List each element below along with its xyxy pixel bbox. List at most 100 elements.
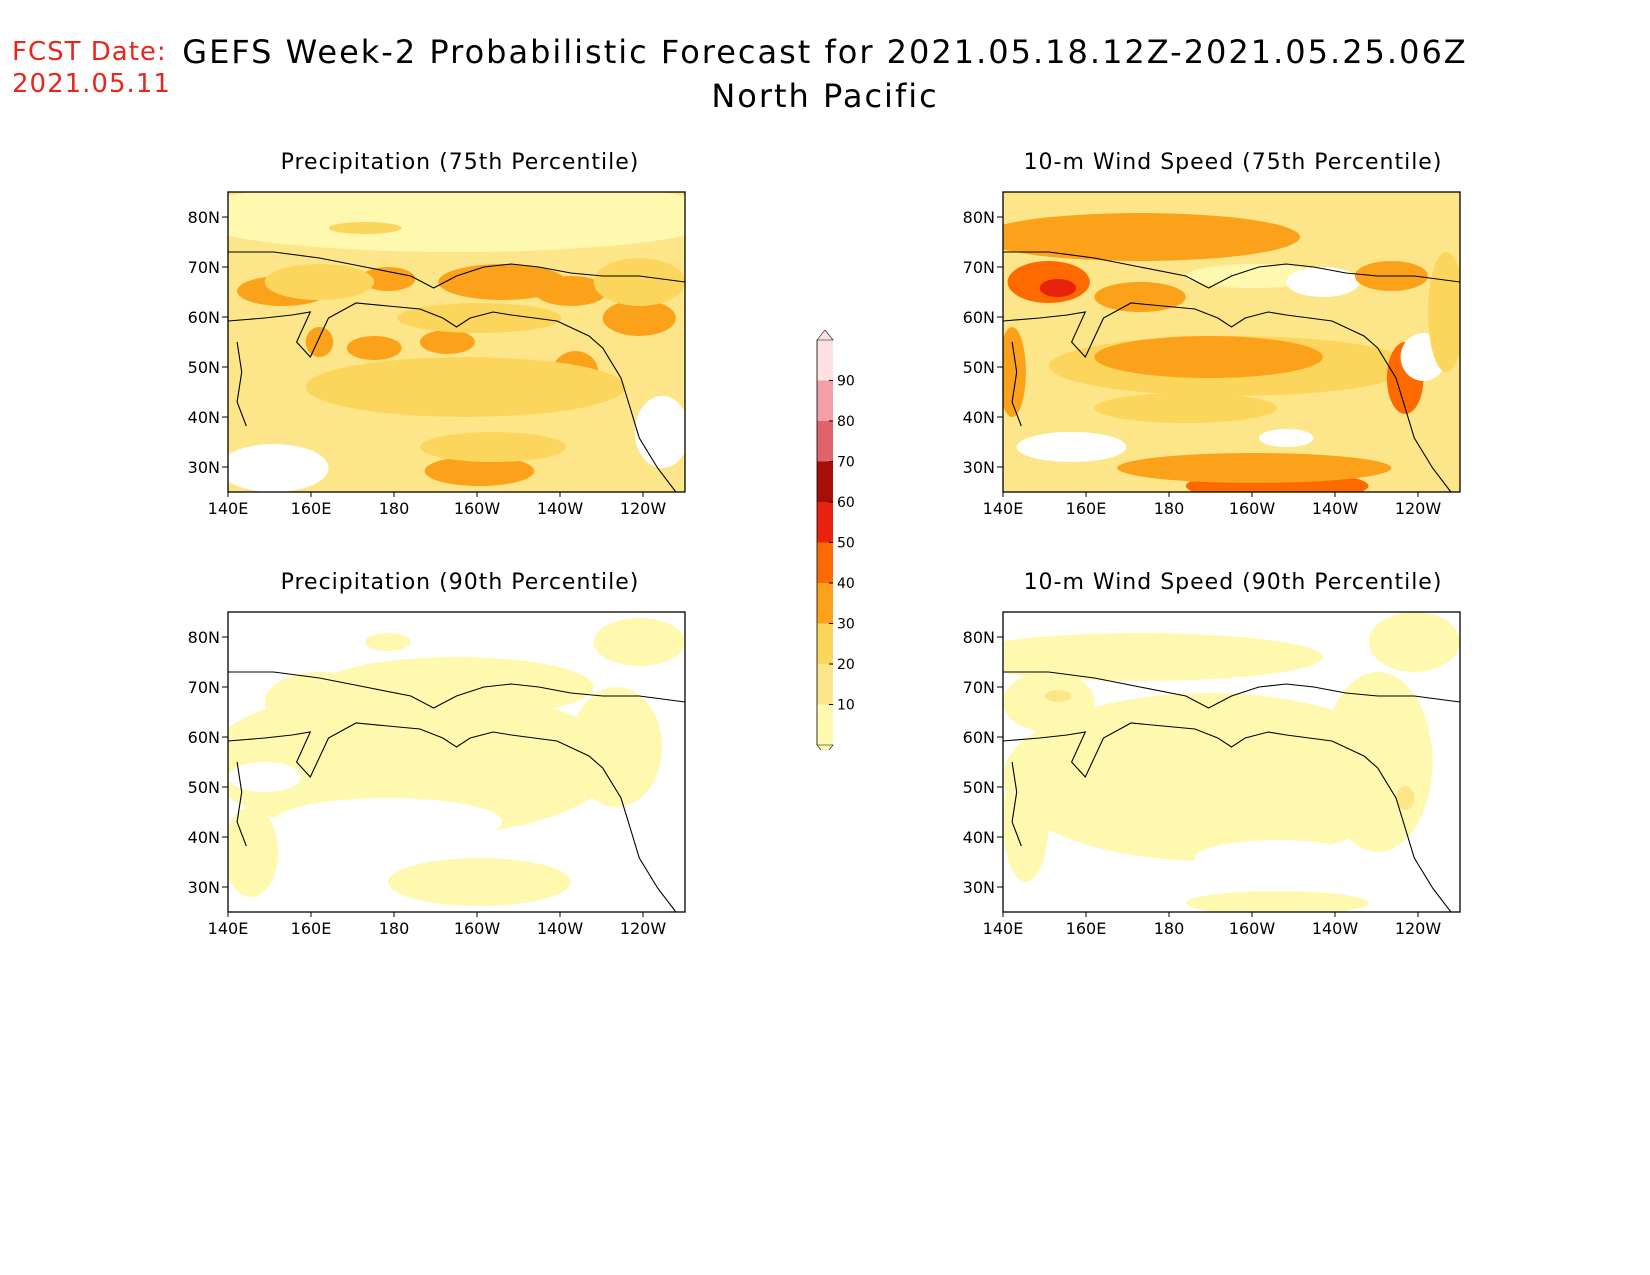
precip75-contour-region	[305, 327, 334, 357]
panel-title-precip75: Precipitation (75th Percentile)	[280, 150, 640, 175]
wind75-lon-tick-label: 140W	[1312, 499, 1359, 518]
precip90-lon-tick-label: 120W	[620, 919, 667, 938]
wind90-contour-region	[1414, 858, 1460, 906]
wind90-contour-region	[1322, 672, 1433, 852]
wind75-contour-region	[1094, 282, 1186, 312]
precip75-lon-tick-label: 120W	[620, 499, 667, 518]
colorbar-level-label: 90	[837, 374, 855, 390]
wind75-lon-tick-label: 140E	[983, 499, 1024, 518]
wind75-coastline	[1003, 302, 1452, 492]
precip90-lat-tick-label: 70N	[188, 678, 220, 697]
map-wind75: 80N 70N 60N 50N 40N 30N 140E 160E 180 160W 140W 120…	[935, 190, 1465, 522]
wind90-lat-tick-label: 30N	[963, 878, 995, 897]
colorbar-segment	[817, 340, 833, 381]
precip90-lat-tick-label: 30N	[188, 878, 220, 897]
precip75-contour-region	[593, 258, 685, 306]
wind90-lat-tick-label: 60N	[963, 728, 995, 747]
wind75-lat-tick-label: 50N	[963, 358, 995, 377]
precip75-contour-region	[305, 357, 626, 417]
forecast-date-label: FCST Date: 2021.05.11	[12, 36, 171, 100]
precip75-lat-tick-label: 30N	[188, 458, 220, 477]
colorbar-segment	[817, 583, 833, 624]
precip90-lon-tick-label: 160E	[291, 919, 332, 938]
wind75-lat-tick-label: 40N	[963, 408, 995, 427]
title-line-1: GEFS Week-2 Probabilistic Forecast for 2…	[182, 33, 1468, 71]
colorbar: 10 20 30 40 50 60 70 80 90	[805, 329, 865, 756]
precip90-map-svg: 80N 70N 60N 50N 40N 30N 140E 160E 180 160W 140W 120…	[188, 611, 686, 938]
fcst-label: FCST Date:	[12, 37, 167, 67]
panel-title-wind75: 10-m Wind Speed (75th Percentile)	[1023, 150, 1443, 175]
precip75-lat-tick-label: 60N	[188, 308, 220, 327]
map-precip90: 80N 70N 60N 50N 40N 30N 140E 160E 180 160W 140W 120…	[160, 610, 690, 942]
wind75-lat-tick-label: 70N	[963, 258, 995, 277]
wind90-frame	[1002, 611, 1461, 913]
precip75-lon-tick-label: 180	[379, 499, 410, 518]
wind90-lon-tick-label: 140W	[1312, 919, 1359, 938]
wind75-contour-region	[1016, 432, 1127, 462]
colorbar-level-label: 60	[837, 495, 855, 511]
precip90-lon-tick-label: 140E	[208, 919, 249, 938]
precip75-frame	[227, 191, 686, 493]
wind75-lon-tick-label: 180	[1154, 499, 1185, 518]
colorbar-top-arrow	[816, 329, 834, 341]
precip75-contour-region	[328, 222, 402, 234]
wind90-lat-tick-label: 70N	[963, 678, 995, 697]
wind75-lon-tick-label: 160E	[1066, 499, 1107, 518]
wind75-lon-tick-label: 160W	[1229, 499, 1276, 518]
precip75-coastline	[236, 341, 247, 427]
precip75-lat-tick-label: 50N	[188, 358, 220, 377]
colorbar-segment	[817, 664, 833, 705]
wind75-contour-region	[1094, 336, 1323, 378]
wind90-lon-tick-label: 180	[1154, 919, 1185, 938]
map-precip75: 80N 70N 60N 50N 40N 30N 140E 160E 180 160W 140W 120…	[160, 190, 690, 522]
precip75-contour-region	[602, 300, 676, 336]
wind90-contour-region	[1185, 891, 1369, 912]
wind75-coastline	[1011, 341, 1022, 427]
colorbar-segment	[817, 421, 833, 462]
precip90-frame	[227, 611, 686, 913]
wind90-lon-tick-label: 160W	[1229, 919, 1276, 938]
colorbar-segment	[817, 380, 833, 421]
wind75-lat-tick-label: 30N	[963, 458, 995, 477]
wind75-lon-tick-label: 120W	[1395, 499, 1442, 518]
precip90-contour-region	[264, 672, 375, 732]
page-title: GEFS Week-2 Probabilistic Forecast for 2…	[0, 30, 1650, 118]
colorbar-level-label: 80	[837, 414, 855, 430]
precip90-contour-region	[570, 687, 663, 807]
precip75-coastline	[228, 251, 685, 289]
precip90-contour-region	[228, 807, 279, 897]
wind90-lon-tick-label: 120W	[1395, 919, 1442, 938]
precip90-coastline	[236, 761, 247, 847]
precip75-lon-tick-label: 140W	[537, 499, 584, 518]
wind90-contour-region	[1003, 762, 1049, 882]
precip75-contour-region	[228, 444, 329, 492]
wind90-lon-tick-label: 160E	[1066, 919, 1107, 938]
precip90-contour-region	[228, 762, 302, 792]
wind75-contour-region	[1094, 393, 1278, 423]
precip90-contour-region	[365, 633, 411, 651]
colorbar-level-label: 40	[837, 576, 855, 592]
wind75-contour-region	[1003, 327, 1026, 417]
precip90-lat-tick-label: 80N	[188, 628, 220, 647]
wind90-contour-region	[1003, 693, 1415, 861]
precip90-contour-region	[273, 798, 503, 846]
precip75-map-svg: 80N 70N 60N 50N 40N 30N 140E 160E 180 160W 140W 120…	[188, 191, 686, 518]
wind75-contour-region	[1428, 252, 1460, 372]
colorbar-segment	[817, 704, 833, 745]
wind75-coastline	[1003, 251, 1460, 289]
wind75-frame	[1002, 191, 1461, 493]
precip90-lat-tick-label: 60N	[188, 728, 220, 747]
precip75-lat-tick-label: 70N	[188, 258, 220, 277]
precip75-lat-tick-label: 80N	[188, 208, 220, 227]
colorbar-level-label: 10	[837, 698, 855, 714]
wind75-lat-tick-label: 60N	[963, 308, 995, 327]
wind75-contour-region	[1258, 429, 1314, 447]
colorbar-level-label: 70	[837, 455, 855, 471]
wind90-lat-tick-label: 50N	[963, 778, 995, 797]
wind75-contour-region	[1039, 279, 1077, 297]
precip90-contour-region	[593, 618, 685, 666]
wind90-coastline	[1003, 671, 1460, 709]
colorbar-segment	[817, 542, 833, 583]
precip90-contour-region	[602, 831, 676, 903]
precip75-contour-region	[534, 276, 608, 306]
